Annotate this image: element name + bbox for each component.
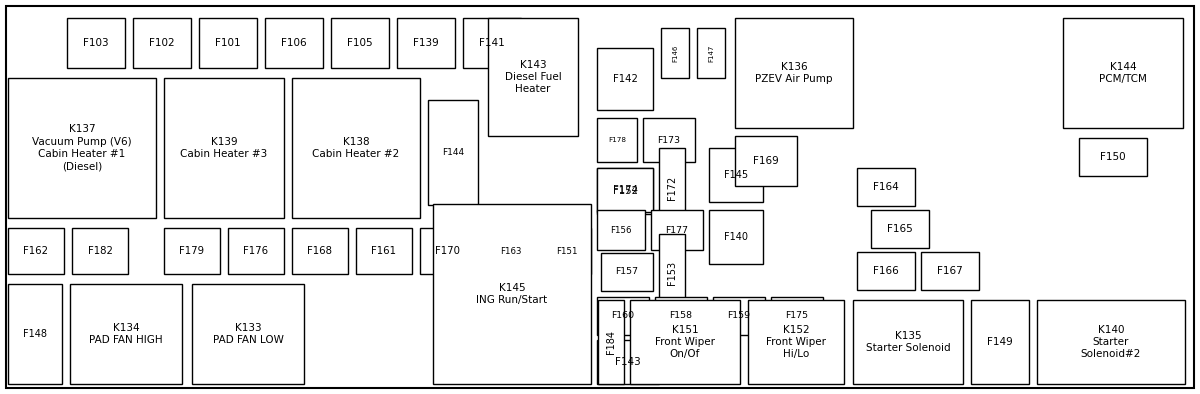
Bar <box>709 148 763 202</box>
Bar <box>857 168 916 206</box>
Text: F163: F163 <box>500 247 522 255</box>
Bar <box>971 300 1030 384</box>
Bar <box>598 48 653 110</box>
Text: F152: F152 <box>612 186 637 196</box>
Bar <box>697 28 725 78</box>
Text: F174: F174 <box>612 185 637 195</box>
Bar <box>397 18 455 68</box>
Text: K145
ING Run/Start: K145 ING Run/Start <box>476 283 547 305</box>
Bar <box>772 297 823 335</box>
Bar <box>331 18 389 68</box>
Bar <box>8 78 156 218</box>
Text: K133
PAD FAN LOW: K133 PAD FAN LOW <box>212 323 283 345</box>
Text: F150: F150 <box>1100 152 1126 162</box>
Text: K135
Starter Solenoid: K135 Starter Solenoid <box>865 331 950 353</box>
Text: F160: F160 <box>612 312 635 320</box>
Text: F153: F153 <box>667 261 677 285</box>
Text: F168: F168 <box>307 246 332 256</box>
Text: F173: F173 <box>658 136 680 145</box>
Bar <box>433 204 592 384</box>
Text: K144
PCM/TCM: K144 PCM/TCM <box>1099 62 1147 84</box>
Text: F141: F141 <box>479 38 505 48</box>
Bar <box>164 78 284 218</box>
Bar <box>857 252 916 290</box>
Bar <box>709 210 763 264</box>
Bar <box>598 340 659 384</box>
Bar <box>70 284 182 384</box>
Bar <box>630 300 740 384</box>
Text: F148: F148 <box>23 329 47 339</box>
Text: K139
Cabin Heater #3: K139 Cabin Heater #3 <box>180 137 268 159</box>
Text: F170: F170 <box>436 246 461 256</box>
Text: K151
Front Wiper
On/Of: K151 Front Wiper On/Of <box>655 325 715 359</box>
Bar <box>164 228 220 274</box>
Bar <box>871 210 929 248</box>
Text: F176: F176 <box>244 246 269 256</box>
Bar <box>598 297 649 335</box>
Bar <box>601 253 653 291</box>
Bar <box>650 210 703 250</box>
Text: F144: F144 <box>442 148 464 157</box>
Text: F169: F169 <box>754 156 779 166</box>
Bar <box>734 136 797 186</box>
Text: F172: F172 <box>667 176 677 200</box>
Bar <box>659 234 685 312</box>
Bar <box>1063 18 1183 128</box>
Bar <box>72 228 128 274</box>
Text: F146: F146 <box>672 44 678 62</box>
Bar <box>598 300 624 384</box>
Bar <box>734 18 853 128</box>
Text: F179: F179 <box>180 246 204 256</box>
Bar <box>598 210 646 250</box>
Text: F142: F142 <box>612 74 637 84</box>
Text: F101: F101 <box>215 38 241 48</box>
Text: F147: F147 <box>708 44 714 62</box>
Text: F157: F157 <box>616 268 638 277</box>
Bar <box>488 18 578 136</box>
Bar <box>598 168 653 214</box>
Text: F102: F102 <box>149 38 175 48</box>
Text: K152
Front Wiper
Hi/Lo: K152 Front Wiper Hi/Lo <box>766 325 826 359</box>
Text: F103: F103 <box>83 38 109 48</box>
Bar <box>655 297 707 335</box>
Text: F156: F156 <box>611 225 631 234</box>
Bar <box>199 18 257 68</box>
Bar <box>356 228 412 274</box>
Bar <box>8 228 64 274</box>
Bar <box>1079 138 1147 176</box>
Bar <box>1037 300 1186 384</box>
Text: F165: F165 <box>887 224 913 234</box>
Text: F145: F145 <box>724 170 748 180</box>
Bar <box>265 18 323 68</box>
Text: K137
Vacuum Pump (V6)
Cabin Heater #1
(Diesel): K137 Vacuum Pump (V6) Cabin Heater #1 (D… <box>32 125 132 172</box>
Bar <box>853 300 964 384</box>
Text: F167: F167 <box>937 266 962 276</box>
Text: F161: F161 <box>372 246 396 256</box>
Bar <box>228 228 284 274</box>
Text: F105: F105 <box>347 38 373 48</box>
Bar <box>420 228 476 274</box>
Text: K134
PAD FAN HIGH: K134 PAD FAN HIGH <box>89 323 163 345</box>
Bar <box>542 228 592 274</box>
Text: F178: F178 <box>608 137 626 143</box>
Text: F151: F151 <box>557 247 577 255</box>
Bar <box>428 100 478 205</box>
Text: F149: F149 <box>988 337 1013 347</box>
Bar <box>8 284 62 384</box>
Text: K140
Starter
Solenoid#2: K140 Starter Solenoid#2 <box>1081 325 1141 359</box>
Text: F159: F159 <box>727 312 750 320</box>
Text: F182: F182 <box>88 246 113 256</box>
Text: F140: F140 <box>724 232 748 242</box>
Text: F158: F158 <box>670 312 692 320</box>
Bar <box>292 228 348 274</box>
Text: K143
Diesel Fuel
Heater: K143 Diesel Fuel Heater <box>505 59 562 95</box>
Bar <box>133 18 191 68</box>
Text: F184: F184 <box>606 330 616 354</box>
Bar <box>713 297 766 335</box>
Bar <box>659 148 685 228</box>
Bar <box>598 118 637 162</box>
Text: F164: F164 <box>874 182 899 192</box>
Bar <box>598 168 653 212</box>
Bar <box>487 228 535 274</box>
Text: F139: F139 <box>413 38 439 48</box>
